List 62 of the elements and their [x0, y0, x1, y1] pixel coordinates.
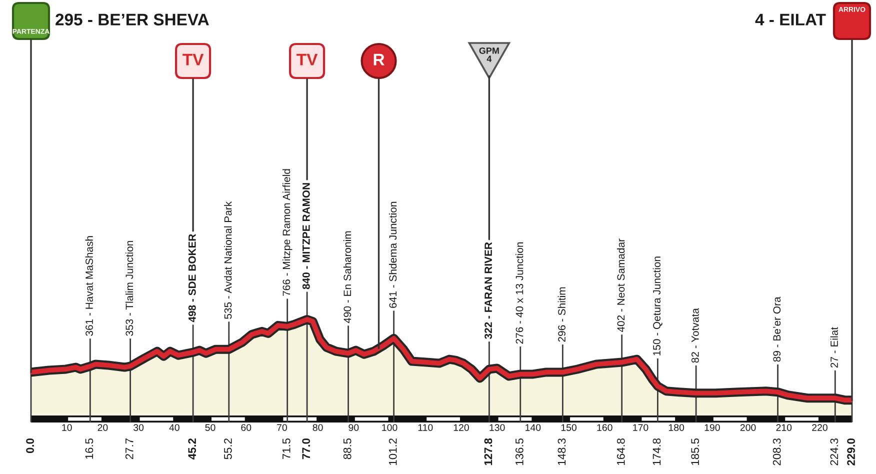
x-tick-label: 80	[312, 424, 323, 431]
x-tick-label: 30	[134, 424, 144, 431]
ref-line-label: 164.8	[616, 438, 625, 465]
annotation: 322 - FARAN RIVER	[484, 242, 492, 339]
ref-line-label: 136.5	[515, 438, 524, 465]
ref-line-label: 127.8	[484, 438, 492, 466]
ref-line-label: 148.3	[558, 438, 566, 465]
x-tick-label: 170	[633, 424, 648, 431]
x-tick-label: 180	[668, 424, 684, 431]
annotation: 82 - Yotvata	[691, 308, 699, 363]
annotation: 296 - Shitim	[558, 287, 566, 342]
x-tick-label: 50	[205, 424, 216, 431]
annotation: 353 - Tlalim Junction	[125, 241, 134, 336]
ref-line-label: 0.0	[26, 438, 34, 454]
ref-line-label: 27.7	[125, 438, 134, 460]
annotation: 498 - SDE BOKER	[188, 234, 196, 322]
x-tick-label: 220	[812, 424, 828, 431]
chart-title: 295 - BE’ER SHEVA	[56, 14, 209, 26]
x-tick-label: 120	[454, 424, 469, 431]
x-tick-label: 40	[169, 424, 180, 431]
x-tick-label: 60	[241, 424, 252, 431]
annotation: 361 - Havat MaShash	[85, 236, 93, 336]
chart-subtitle: 4 - EILAT	[755, 14, 826, 26]
x-tick-label: 10	[62, 424, 72, 431]
x-tick-label: 140	[526, 424, 541, 431]
ref-line-label: 101.2	[388, 438, 397, 465]
ref-line-label: 174.8	[652, 438, 661, 465]
annotation: 27 - Eilat	[830, 327, 838, 368]
x-tick-label: 110	[418, 424, 433, 431]
x-tick-label: 130	[490, 424, 505, 431]
ref-line-label: 88.5	[343, 438, 352, 460]
x-tick-label: 20	[98, 424, 108, 431]
x-tick-label: 70	[277, 424, 287, 431]
annotation: 402 - Neot Samadar	[616, 238, 625, 332]
annotation: 766 - Mitzpe Ramon Airfield	[282, 169, 292, 296]
x-tick-label: 160	[597, 424, 612, 431]
x-tick-label: 90	[348, 424, 359, 431]
x-tick-label: 150	[561, 424, 577, 431]
annotation: 150 - Qetura Junction	[652, 256, 662, 356]
ref-line-label: 71.5	[282, 438, 290, 460]
annotation: TV	[182, 54, 204, 66]
annotation: 89 - Be’er Ora	[773, 296, 781, 362]
ref-line-label: 16.5	[85, 438, 94, 459]
x-tick-label: 100	[382, 424, 398, 431]
x-tick-label: 190	[704, 424, 720, 431]
text: GPM 4	[479, 47, 499, 62]
ref-line-label: 208.3	[772, 438, 781, 466]
ref-line-label: 229.0	[847, 438, 855, 466]
ref-line-label: 45.2	[188, 438, 196, 460]
x-tick-label: 200	[740, 424, 756, 431]
annotation: 490 - En Saharonim	[343, 231, 352, 324]
annotation: 641 - Shdema Junction	[388, 202, 397, 308]
annotation: 535 - Avdat National Park	[224, 201, 232, 319]
ref-line-label: 55.2	[224, 438, 232, 460]
ref-line-label: 77.0	[302, 438, 310, 460]
x-tick-label: 210	[776, 424, 792, 431]
annotation: TV	[296, 54, 318, 66]
annotation: 276 - 40 x 13 Junction	[516, 242, 524, 344]
ref-line-label: 185.5	[691, 438, 700, 465]
ref-line-label: 224.3	[830, 438, 838, 466]
annotation: R	[374, 54, 384, 66]
annotation: 840 - MITZPE RAMON	[302, 183, 310, 290]
